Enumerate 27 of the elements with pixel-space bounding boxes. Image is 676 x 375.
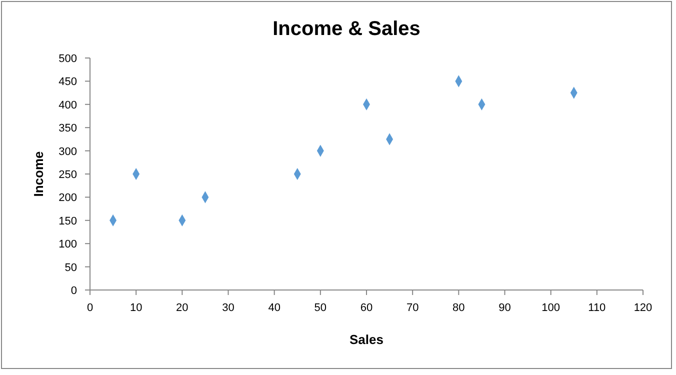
x-tick-label: 30 bbox=[222, 302, 234, 314]
x-tick-label: 90 bbox=[498, 302, 511, 314]
y-tick-label: 350 bbox=[58, 122, 77, 135]
x-axis-title: Sales bbox=[350, 332, 384, 347]
x-tick-label: 70 bbox=[406, 302, 419, 314]
x-tick-label: 120 bbox=[634, 302, 652, 314]
y-tick-label: 300 bbox=[58, 146, 77, 158]
y-axis-title: Income bbox=[31, 151, 46, 197]
y-tick-label: 200 bbox=[58, 192, 77, 204]
x-tick-label: 10 bbox=[130, 302, 142, 314]
x-tick-label: 80 bbox=[452, 302, 465, 314]
y-tick-label: 500 bbox=[58, 53, 77, 65]
y-tick-label: 400 bbox=[58, 99, 77, 112]
x-tick-label: 40 bbox=[268, 302, 280, 314]
y-tick-label: 0 bbox=[70, 285, 77, 297]
x-tick-label: 50 bbox=[314, 302, 327, 314]
y-tick-label: 450 bbox=[58, 76, 77, 88]
x-tick-label: 60 bbox=[360, 302, 373, 314]
x-tick-label: 0 bbox=[86, 302, 94, 314]
y-tick-label: 50 bbox=[64, 262, 77, 274]
y-tick-label: 250 bbox=[58, 169, 77, 181]
y-tick-label: 100 bbox=[58, 238, 77, 251]
chart-title: Income & Sales bbox=[272, 18, 420, 40]
x-tick-label: 100 bbox=[542, 302, 560, 314]
y-tick-label: 150 bbox=[58, 215, 77, 228]
x-tick-label: 110 bbox=[588, 302, 606, 314]
x-tick-label: 20 bbox=[176, 302, 188, 314]
